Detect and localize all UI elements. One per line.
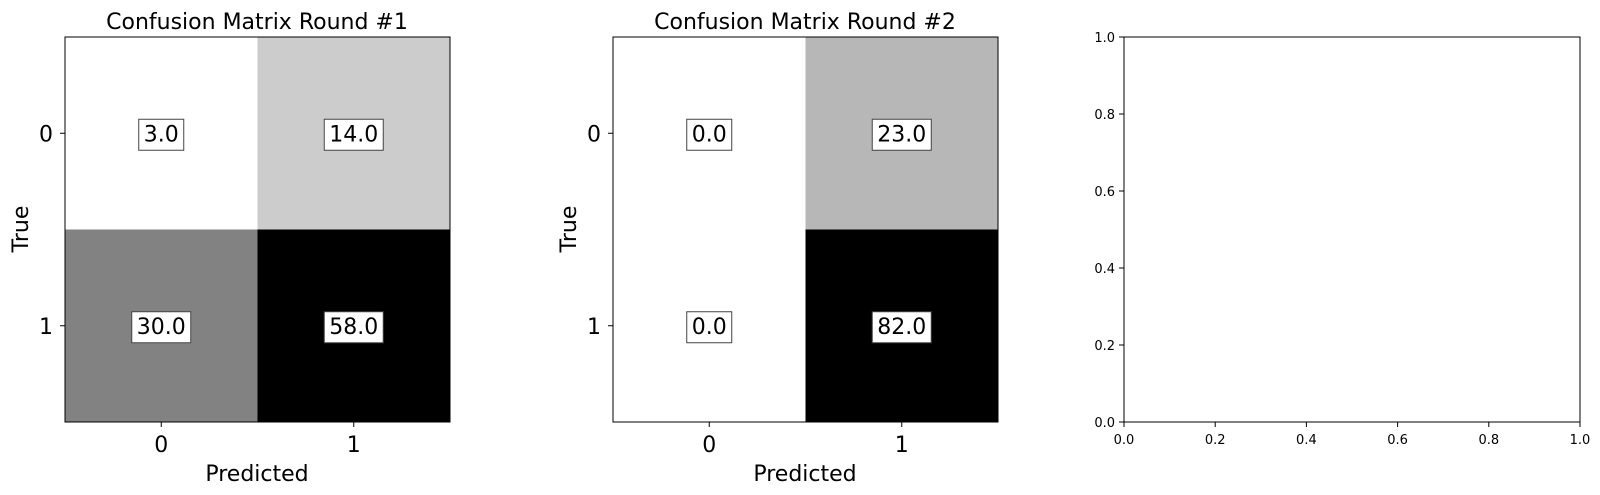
cm1-cell-value: 3.0 <box>144 122 179 147</box>
cm2-x-tick-label: 0 <box>702 433 716 458</box>
cm1-x-tick-label: 0 <box>154 433 168 458</box>
cm1-y-tick-label: 0 <box>39 122 53 147</box>
cm2-y-axis-label: True <box>557 206 582 254</box>
confusion-matrix-round-1: Confusion Matrix Round #1 3.0 14.0 30.0 58.… <box>9 10 451 487</box>
cm1-frame <box>64 36 451 423</box>
cm2-y-ticks: 01 <box>587 122 613 340</box>
cm2-cells: 0.0 23.0 0.0 82.0 <box>613 37 998 422</box>
cm1-x-tick-label: 1 <box>347 433 361 458</box>
cm1-cell-value: 14.0 <box>329 122 378 147</box>
cm2-cell-label-box <box>871 118 932 151</box>
cm2-cell-value: 0.0 <box>692 122 727 147</box>
cm1-cell-label-box <box>323 118 384 151</box>
ax3-x-tick-label: 1.0 <box>1570 433 1591 448</box>
ax3-x-tick-label: 0.2 <box>1205 433 1226 448</box>
ax3-y-tick-label: 0.8 <box>1094 108 1115 123</box>
cm1-x-axis-label: Predicted <box>205 462 308 487</box>
ax3-y-tick-label: 0.6 <box>1094 185 1115 200</box>
cm1-y-ticks: 01 <box>39 122 65 340</box>
cm1-cell-value: 58.0 <box>329 315 378 340</box>
ax3-y-ticks: 0.0 0.2 0.4 0.6 0.8 1.0 <box>1094 31 1124 431</box>
ax3-frame <box>1123 36 1581 423</box>
cm1-y-axis-label: True <box>9 206 34 254</box>
ax3-x-tick-label: 0.8 <box>1478 433 1499 448</box>
ax3-y-tick-label: 1.0 <box>1094 31 1115 46</box>
ax3-y-tick-label: 0.0 <box>1094 416 1115 431</box>
cm1-y-tick-label: 1 <box>39 315 53 340</box>
cm2-cell-value: 23.0 <box>877 122 926 147</box>
cm2-cell-label-box <box>686 311 733 344</box>
ax3-x-tick-label: 0.6 <box>1387 433 1408 448</box>
cm2-y-tick-label: 0 <box>587 122 601 147</box>
cm2-cell-value: 0.0 <box>692 315 727 340</box>
ax3-x-ticks: 0.0 0.2 0.4 0.6 0.8 1.0 <box>1114 422 1591 448</box>
ax3-y-tick-label: 0.2 <box>1094 339 1115 354</box>
cm2-cell-label-box <box>871 311 932 344</box>
cm1-cell-label-box <box>131 311 192 344</box>
cm2-x-axis-label: Predicted <box>753 462 856 487</box>
cm1-cell-label-box <box>138 118 185 151</box>
ax3-x-tick-label: 0.4 <box>1296 433 1317 448</box>
cm2-frame <box>612 36 999 423</box>
cm2-title: Confusion Matrix Round #2 <box>654 10 956 35</box>
cm2-x-tick-label: 1 <box>895 433 909 458</box>
cm1-title: Confusion Matrix Round #1 <box>106 10 408 35</box>
cm1-cell-label-box <box>323 311 384 344</box>
cm2-cell-label-box <box>686 118 733 151</box>
cm1-cells: 3.0 14.0 30.0 58.0 <box>65 37 450 422</box>
ax3-x-tick-label: 0.0 <box>1114 433 1135 448</box>
confusion-matrix-round-2: Confusion Matrix Round #2 0.0 23.0 0.0 82.0… <box>557 10 999 487</box>
cm2-cell-value: 82.0 <box>877 315 926 340</box>
empty-axes: 0.0 0.2 0.4 0.6 0.8 1.0 0.0 0.2 0.4 0.6 0.8 1.0 <box>1094 31 1590 448</box>
cm2-y-tick-label: 1 <box>587 315 601 340</box>
cm1-cell-value: 30.0 <box>137 315 186 340</box>
ax3-y-tick-label: 0.4 <box>1094 262 1115 277</box>
